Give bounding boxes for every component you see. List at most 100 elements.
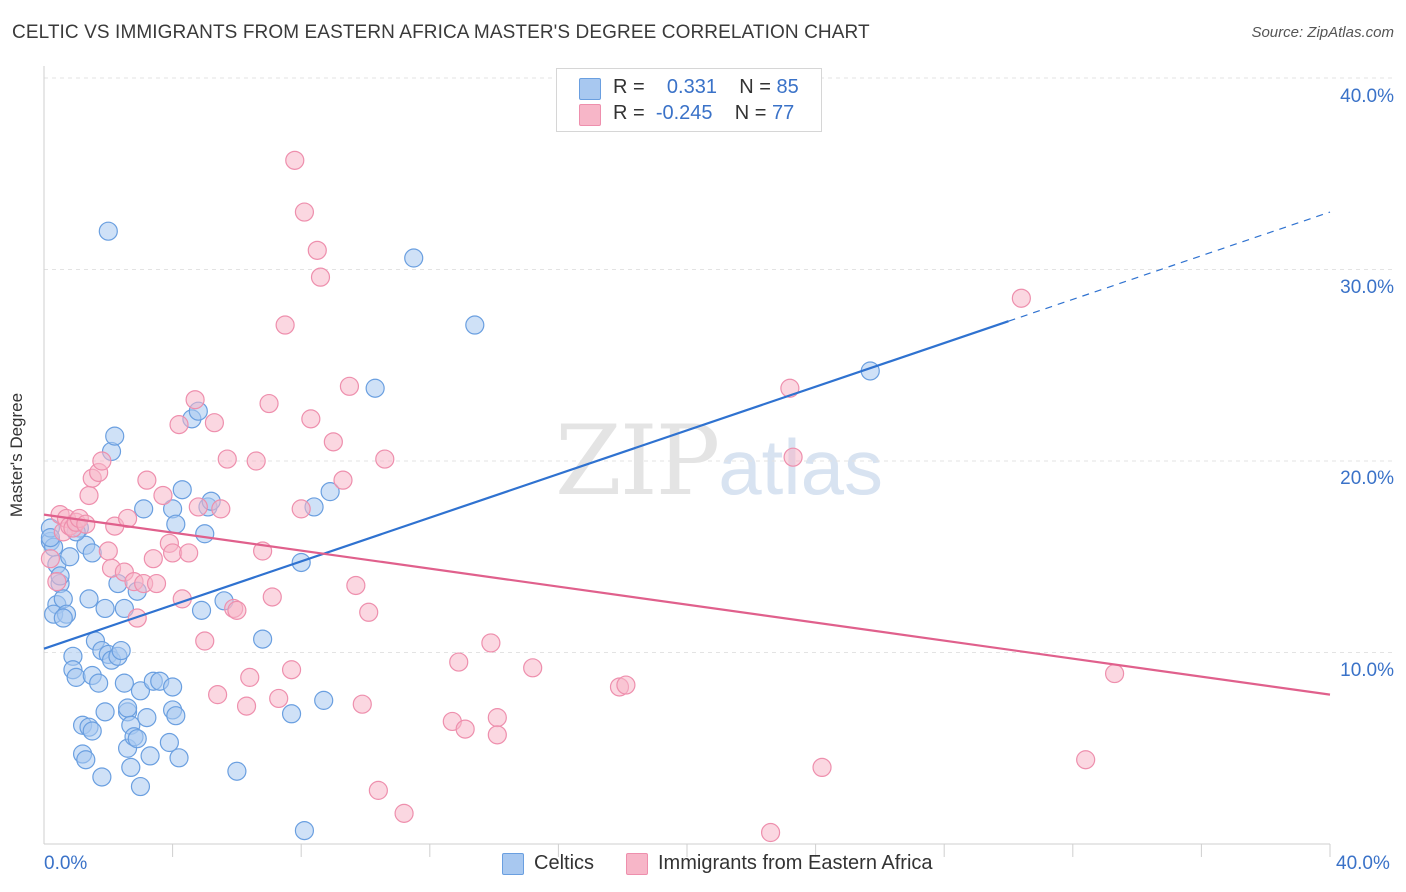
immigrants-point — [310, 267, 331, 287]
immigrants-point — [394, 803, 414, 823]
celtics-point — [195, 524, 215, 544]
legend-swatch-immigrants — [579, 104, 601, 126]
celtics-point — [281, 704, 302, 724]
immigrants-point — [169, 415, 189, 435]
immigrants-point — [339, 376, 360, 396]
immigrants-point — [92, 451, 112, 471]
immigrants-point — [294, 202, 315, 222]
celtics-point — [82, 721, 102, 741]
celtics-point — [404, 248, 424, 268]
immigrants-point — [285, 150, 305, 170]
celtics-point — [137, 708, 157, 728]
celtics-point — [127, 729, 147, 749]
immigrants-point — [281, 660, 302, 680]
celtics-point — [465, 315, 485, 335]
y-tick-label-30: 30.0% — [1340, 277, 1394, 298]
celtics-point — [130, 776, 151, 797]
celtics-point — [365, 378, 385, 398]
x-tick-label-max: 40.0% — [1336, 853, 1390, 874]
immigrants-point — [246, 451, 266, 471]
celtics-point — [98, 221, 118, 241]
immigrants-point — [783, 447, 803, 467]
immigrants-point — [760, 822, 781, 843]
bottom-legend-swatch-immigrants — [626, 853, 648, 875]
celtics-point — [82, 543, 102, 563]
watermark-atlas: atlas — [718, 423, 883, 511]
celtics-point — [53, 608, 73, 628]
celtics-point — [166, 514, 186, 534]
celtics-point — [89, 673, 109, 693]
immigrants-point — [185, 390, 205, 410]
celtics-point — [314, 690, 334, 710]
immigrants-point — [153, 485, 173, 506]
immigrants-point — [1104, 663, 1125, 684]
celtics-point — [76, 750, 96, 770]
immigrants-point — [195, 631, 215, 651]
celtics-point — [95, 598, 115, 619]
y-axis-label: Master's Degree — [7, 392, 26, 518]
immigrants-point — [208, 685, 228, 705]
immigrants-point — [76, 514, 96, 534]
immigrants-point — [211, 499, 231, 519]
trend-layer — [43, 211, 1331, 696]
celtics-point — [111, 640, 131, 661]
celtics-point — [166, 706, 186, 726]
celtics-point — [114, 598, 134, 619]
immigrants-point — [143, 549, 163, 569]
immigrants-point — [368, 780, 388, 800]
immigrants-point — [301, 409, 321, 429]
celtics-point — [130, 681, 151, 701]
celtics-point — [95, 702, 115, 722]
x-tick-label-min: 0.0% — [44, 853, 88, 874]
immigrants-point — [1076, 750, 1096, 770]
immigrants-point — [323, 432, 343, 452]
celtics-point — [227, 761, 247, 781]
y-tick-label-40: 40.0% — [1340, 86, 1394, 107]
legend-n-label: N = — [734, 102, 767, 124]
immigrants-point — [359, 602, 379, 622]
immigrants-point — [146, 573, 167, 594]
immigrants-trend-line — [43, 513, 1331, 696]
legend-r-label: R = — [613, 102, 645, 124]
celtics-point — [79, 589, 99, 609]
immigrants-point — [333, 470, 353, 490]
immigrants-point — [812, 757, 832, 778]
immigrants-point — [227, 600, 247, 620]
legend-n-value: 77 — [772, 102, 795, 124]
celtics-point — [117, 698, 138, 718]
chart-title: CELTIC VS IMMIGRANTS FROM EASTERN AFRICA… — [12, 22, 870, 43]
celtics-point — [121, 757, 141, 778]
y-tick-label-20: 20.0% — [1340, 468, 1394, 489]
legend-n-value: 85 — [776, 76, 799, 98]
immigrants-point — [79, 485, 99, 506]
correlation-legend: R = 0.331 N = 85 R = -0.245 N = 77 — [556, 68, 822, 132]
celtics-point — [114, 673, 134, 693]
immigrants-point — [275, 315, 295, 335]
axis-layer — [43, 66, 1331, 857]
immigrants-point — [240, 667, 260, 687]
celtics-point — [134, 499, 154, 519]
immigrants-point — [455, 719, 475, 739]
bottom-legend-label-celtics: Celtics — [534, 852, 595, 874]
celtics-point — [294, 820, 315, 841]
immigrants-point — [47, 572, 67, 592]
immigrants-point — [1011, 288, 1031, 308]
celtics-trend-extension — [1008, 211, 1331, 322]
legend-n-label: N = — [739, 76, 771, 98]
chart-source: Source: ZipAtlas.com — [1251, 24, 1394, 41]
immigrants-point — [352, 694, 372, 714]
immigrants-point — [259, 393, 279, 414]
celtics-point — [191, 600, 212, 620]
immigrants-point — [780, 378, 800, 398]
y-tick-label-10: 10.0% — [1340, 660, 1394, 681]
bottom-legend-label-immigrants: Immigrants from Eastern Africa — [658, 852, 933, 874]
legend-r-value: 0.331 — [666, 76, 717, 98]
immigrants-point — [163, 543, 183, 563]
celtics-trend-line — [43, 320, 1009, 650]
immigrants-point — [188, 497, 208, 517]
celtics-point — [163, 677, 183, 697]
immigrants-point — [291, 499, 311, 519]
immigrants-point — [137, 470, 157, 490]
celtics-point — [140, 746, 160, 766]
celtics-point — [169, 748, 189, 768]
